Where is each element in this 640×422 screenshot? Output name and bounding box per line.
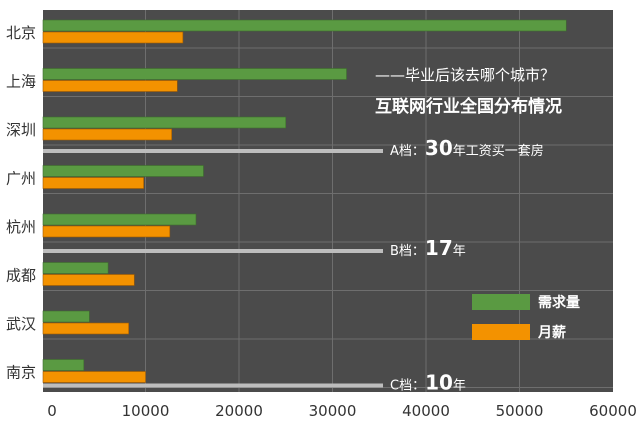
chart-title: 互联网行业全国分布情况 (375, 96, 562, 117)
x-tick-label: 40000 (402, 402, 450, 420)
bar-demand (42, 262, 109, 274)
tier-label: B档：17年 (390, 236, 466, 260)
x-tick-label: 10000 (122, 402, 170, 420)
x-tick-label: 0 (47, 402, 57, 420)
bar-salary (42, 371, 146, 383)
category-label: 南京 (6, 364, 36, 382)
category-label: 深圳 (6, 121, 36, 139)
bar-demand (42, 310, 90, 323)
bar-demand (42, 165, 204, 177)
bar-demand (42, 116, 287, 129)
legend-label: 月薪 (537, 324, 566, 341)
tier-label: C档：10年 (390, 371, 466, 395)
category-label: 杭州 (6, 218, 36, 236)
category-label: 北京 (6, 24, 36, 42)
bar-demand (42, 68, 347, 80)
category-label: 上海 (6, 73, 36, 91)
bar-demand (42, 213, 197, 226)
x-tick-label: 50000 (496, 402, 544, 420)
bar-demand (42, 359, 85, 371)
bar-salary (42, 274, 135, 286)
legend-swatch (472, 294, 530, 310)
tier-label: A档：30年工资买一套房 (390, 136, 544, 160)
x-tick-label: 60000 (589, 402, 637, 420)
bar-salary (42, 31, 184, 44)
category-label: 武汉 (6, 315, 36, 333)
x-tick-label: 30000 (309, 402, 357, 420)
bar-salary (42, 322, 129, 335)
legend-label: 需求量 (538, 294, 580, 311)
x-tick-label: 20000 (215, 402, 263, 420)
legend-swatch (472, 324, 530, 340)
bar-salary (42, 128, 172, 141)
bar-salary (42, 225, 171, 238)
category-label: 广州 (6, 170, 36, 188)
bar-salary (42, 177, 144, 189)
bar-salary (42, 80, 178, 92)
category-label: 成都 (6, 267, 36, 285)
bar-demand (42, 19, 567, 32)
chart-subtitle: ——毕业后该去哪个城市？ (375, 66, 555, 84)
